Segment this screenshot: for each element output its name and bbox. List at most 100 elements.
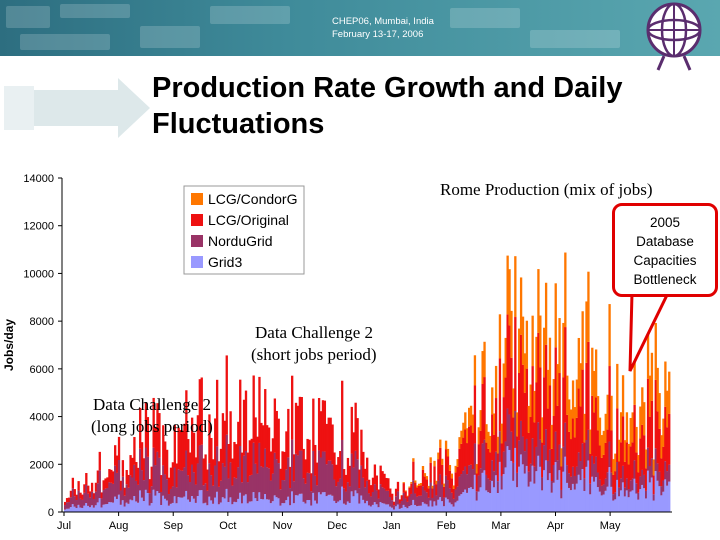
bar-nordugrid bbox=[479, 468, 482, 488]
bar-grid3 bbox=[464, 489, 467, 512]
bar-grid3 bbox=[543, 470, 546, 512]
bar-nordugrid bbox=[323, 451, 327, 493]
bar-lcg-original bbox=[335, 464, 338, 487]
bar-grid3 bbox=[325, 496, 328, 512]
bar-nordugrid bbox=[493, 471, 496, 488]
bar-nordugrid bbox=[252, 442, 255, 493]
bar-grid3 bbox=[240, 503, 244, 512]
bar-nordugrid bbox=[310, 491, 313, 506]
y-tick-label: 12000 bbox=[23, 221, 54, 233]
bar-grid3 bbox=[316, 503, 319, 512]
bar-grid3 bbox=[585, 466, 588, 512]
bar-grid3 bbox=[142, 501, 146, 512]
bar-lcg-original bbox=[352, 432, 355, 468]
bar-grid3 bbox=[231, 504, 234, 512]
bar-nordugrid bbox=[75, 500, 78, 509]
bar-grid3 bbox=[637, 499, 640, 512]
bar-grid3 bbox=[581, 469, 584, 512]
bar-grid3 bbox=[373, 502, 377, 512]
bar-grid3 bbox=[548, 473, 552, 512]
bar-lcg-original bbox=[223, 420, 226, 467]
bar-nordugrid bbox=[460, 474, 463, 495]
bar-nordugrid bbox=[94, 491, 98, 506]
bar-grid3 bbox=[385, 504, 388, 512]
bar-grid3 bbox=[342, 503, 346, 512]
bar-lcg-original bbox=[256, 436, 259, 474]
bar-lcg-original bbox=[510, 357, 513, 432]
bar-lcg-condorg bbox=[404, 490, 407, 492]
bar-lcg-original bbox=[387, 478, 390, 491]
bar-nordugrid bbox=[223, 466, 226, 499]
bar-grid3 bbox=[648, 482, 652, 512]
bar-grid3 bbox=[416, 506, 419, 512]
bar-lcg-condorg bbox=[662, 418, 665, 447]
bar-grid3 bbox=[208, 496, 211, 512]
bar-lcg-condorg bbox=[427, 485, 430, 489]
bar-lcg-original bbox=[644, 468, 648, 491]
bar-lcg-original bbox=[608, 366, 611, 442]
bar-grid3 bbox=[646, 470, 650, 512]
bar-grid3 bbox=[273, 495, 277, 512]
bar-nordugrid bbox=[306, 472, 309, 501]
bar-nordugrid bbox=[506, 408, 509, 447]
bar-grid3 bbox=[518, 466, 521, 512]
bar-nordugrid bbox=[327, 460, 330, 495]
bar-nordugrid bbox=[373, 484, 377, 503]
bar-lcg-original bbox=[285, 431, 288, 470]
bar-lcg-original bbox=[264, 389, 267, 449]
bar-grid3 bbox=[506, 446, 509, 512]
bar-nordugrid bbox=[471, 469, 475, 490]
callout-line-4: Bottleneck bbox=[633, 272, 697, 287]
bar-nordugrid bbox=[510, 431, 513, 461]
bar-nordugrid bbox=[369, 496, 373, 507]
bar-lcg-original bbox=[560, 466, 563, 490]
bar-lcg-original bbox=[625, 442, 629, 479]
bar-nordugrid bbox=[83, 492, 86, 506]
bar-lcg-condorg bbox=[629, 417, 632, 447]
bar-grid3 bbox=[296, 495, 300, 512]
bar-grid3 bbox=[377, 507, 380, 512]
bar-nordugrid bbox=[289, 488, 292, 506]
bar-grid3 bbox=[92, 507, 96, 512]
bar-lcg-condorg bbox=[460, 430, 463, 444]
bar-lcg-original bbox=[117, 436, 121, 461]
bar-grid3 bbox=[417, 505, 421, 512]
bar-grid3 bbox=[571, 483, 575, 512]
bar-lcg-condorg bbox=[660, 435, 663, 459]
bar-nordugrid bbox=[533, 466, 536, 484]
bar-lcg-original bbox=[266, 425, 269, 468]
bar-nordugrid bbox=[208, 463, 211, 497]
bar-grid3 bbox=[77, 504, 80, 512]
bar-grid3 bbox=[354, 490, 357, 512]
bar-nordugrid bbox=[531, 438, 534, 466]
bar-nordugrid bbox=[148, 493, 151, 506]
bar-nordugrid bbox=[344, 491, 348, 505]
bar-grid3 bbox=[304, 503, 307, 512]
bar-nordugrid bbox=[229, 462, 232, 498]
bar-lcg-original bbox=[187, 439, 190, 476]
bar-lcg-condorg bbox=[591, 347, 594, 396]
bar-nordugrid bbox=[398, 503, 402, 509]
chart-svg: 0 2000 4000 6000 8000 10000 12000 14000 Jul Aug S… bbox=[2, 173, 672, 532]
bar-nordugrid bbox=[329, 460, 332, 495]
bar-lcg-original bbox=[635, 452, 638, 484]
bar-nordugrid bbox=[142, 480, 146, 502]
bar-grid3 bbox=[319, 494, 323, 512]
bar-grid3 bbox=[352, 496, 355, 512]
bar-nordugrid bbox=[629, 480, 632, 492]
bar-nordugrid bbox=[598, 479, 602, 492]
bar-lcg-original bbox=[500, 443, 504, 476]
bar-lcg-original bbox=[444, 449, 448, 476]
x-tick-label: Sep bbox=[163, 520, 183, 532]
bar-lcg-original bbox=[327, 417, 330, 461]
bar-lcg-original bbox=[206, 469, 209, 491]
bar-grid3 bbox=[337, 501, 340, 512]
bar-nordugrid bbox=[660, 486, 663, 496]
bar-nordugrid bbox=[541, 477, 544, 491]
bar-nordugrid bbox=[250, 474, 253, 502]
bar-nordugrid bbox=[446, 480, 450, 500]
bar-grid3 bbox=[362, 499, 365, 512]
bar-grid3 bbox=[119, 504, 123, 512]
bar-grid3 bbox=[100, 507, 103, 512]
bar-grid3 bbox=[235, 502, 238, 512]
